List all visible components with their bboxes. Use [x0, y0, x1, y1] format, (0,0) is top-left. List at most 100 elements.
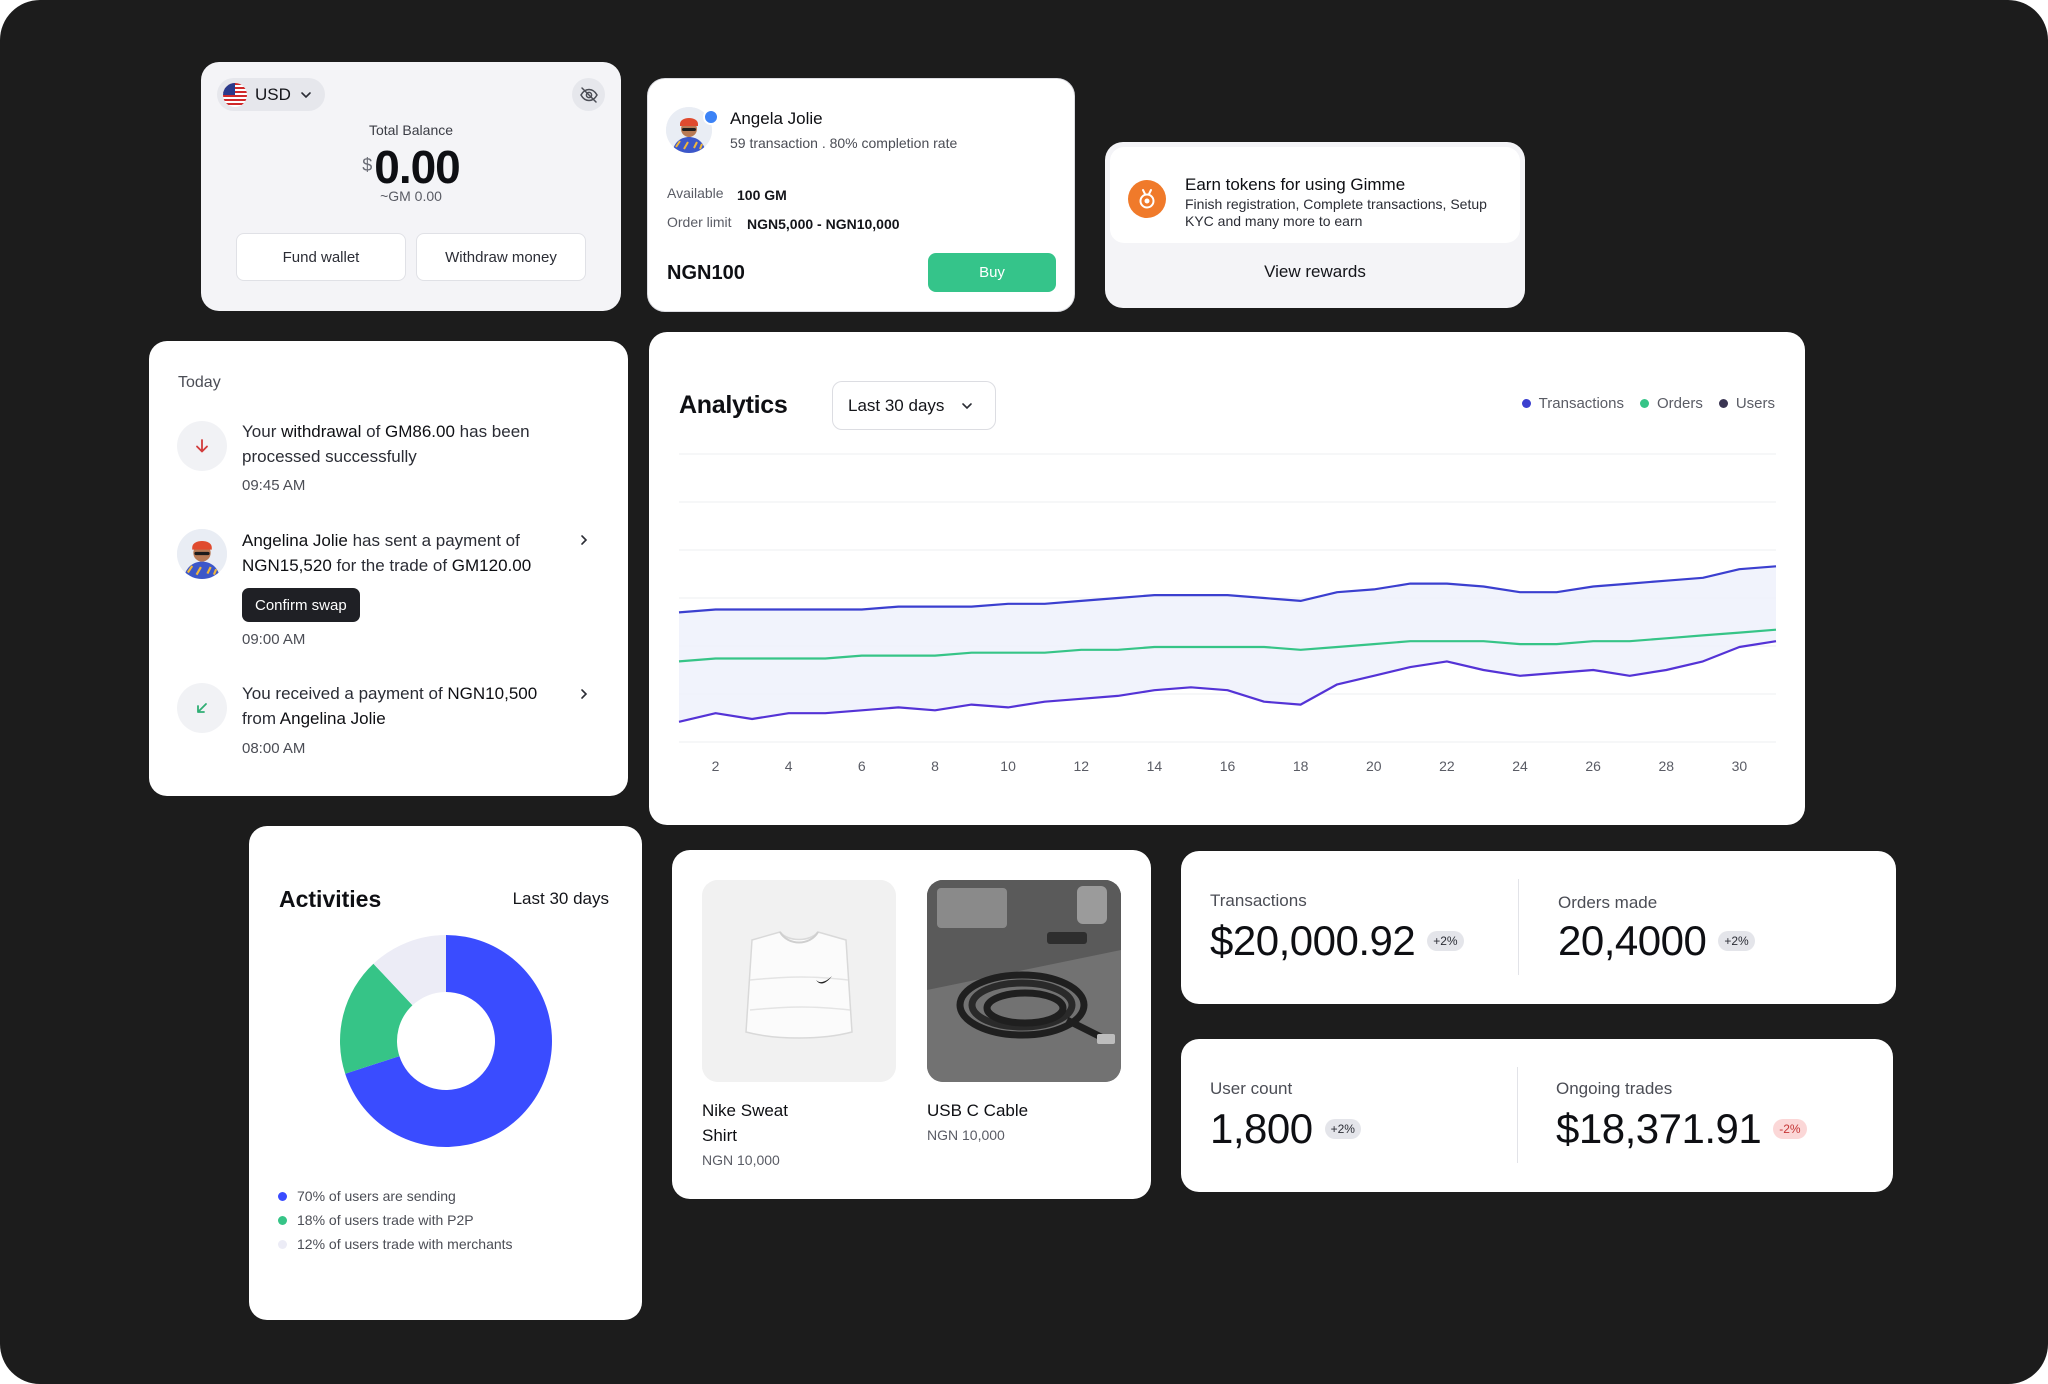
legend-label: 70% of users are sending — [297, 1188, 456, 1204]
analytics-line-chart: 2 4 6 8 10 12 14 16 18 20 22 24 26 28 30 — [678, 453, 1777, 774]
notification-time: 09:00 AM — [242, 631, 306, 648]
hide-balance-button[interactable] — [572, 78, 605, 111]
activities-title: Activities — [279, 886, 382, 912]
notification-text[interactable]: You received a payment of NGN10,500 from… — [242, 684, 538, 728]
legend-dot — [1718, 399, 1728, 408]
order-limit-value: NGN5,000 - NGN10,000 — [747, 216, 900, 232]
stat-value: $18,371.91 -2% — [1556, 1105, 1807, 1153]
legend-dot — [1521, 399, 1531, 408]
x-tick-label: 18 — [1293, 758, 1309, 774]
sender-avatar — [177, 529, 227, 579]
stats-card-transactions-orders: Transactions $20,000.92 +2% Orders made 2… — [1181, 851, 1896, 1004]
legend-item[interactable]: Orders — [1639, 395, 1703, 412]
medal-icon — [1128, 180, 1166, 218]
stat-label: User count — [1210, 1079, 1293, 1098]
activities-donut-chart — [340, 935, 552, 1147]
product-name[interactable]: USB C Cable — [927, 1101, 1029, 1120]
divider — [1517, 1067, 1518, 1163]
chevron-down-icon — [962, 402, 973, 409]
offer-price: NGN100 — [667, 262, 745, 284]
eye-off-icon — [579, 86, 598, 103]
x-tick-label: 6 — [858, 758, 866, 774]
rewards-title: Earn tokens for using Gimme — [1185, 175, 1406, 194]
confirm-swap-button[interactable]: Confirm swap — [242, 588, 360, 622]
balance-value: 0.00 — [374, 141, 461, 193]
available-label: Available — [667, 185, 724, 201]
rewards-card: Earn tokens for using Gimme Finish regis… — [1105, 142, 1525, 308]
chart-legend: Transactions Orders Users — [1521, 395, 1775, 412]
donut-slice — [340, 963, 413, 1074]
legend-item: 18% of users trade with P2P — [278, 1208, 513, 1232]
view-rewards-link[interactable]: View rewards — [1264, 262, 1366, 281]
legend-item: 12% of users trade with merchants — [278, 1232, 513, 1256]
date-range-select[interactable]: Last 30 days — [832, 381, 996, 430]
x-tick-label: 22 — [1439, 758, 1455, 774]
change-badge: +2% — [1718, 931, 1755, 951]
change-badge: +2% — [1324, 1119, 1361, 1139]
legend-dot — [278, 1239, 287, 1249]
wallet-card: USD Total Balance $ 0.00 ~GM 0.00 Fund w… — [201, 62, 621, 311]
chevron-right-icon[interactable] — [577, 533, 591, 547]
x-tick-label: 8 — [931, 758, 939, 774]
legend-dot — [278, 1215, 287, 1225]
us-flag-icon — [223, 82, 247, 107]
stat-label: Orders made — [1558, 893, 1658, 912]
x-tick-label: 28 — [1659, 758, 1675, 774]
divider — [1518, 879, 1519, 975]
notification-text[interactable]: Angelina Jolie has sent a payment of NGN… — [242, 531, 532, 575]
series-band-fill — [679, 566, 1776, 722]
verified-badge-icon — [703, 109, 719, 125]
x-tick-label: 30 — [1732, 758, 1748, 774]
series-line-transactions — [678, 565, 1777, 614]
change-badge: +2% — [1427, 931, 1464, 951]
x-tick-label: 2 — [712, 758, 720, 774]
fund-wallet-button[interactable]: Fund wallet — [236, 233, 406, 281]
donut-slice — [373, 935, 446, 1006]
legend-label: 12% of users trade with merchants — [297, 1236, 513, 1252]
seller-name[interactable]: Angela Jolie — [730, 109, 823, 128]
legend-item: 70% of users are sending — [278, 1184, 513, 1208]
stat-value: 1,800 +2% — [1210, 1105, 1361, 1153]
buy-button[interactable]: Buy — [928, 253, 1056, 292]
total-balance-label: Total Balance — [368, 122, 454, 138]
activities-range: Last 30 days — [512, 889, 609, 908]
legend-dot — [1639, 399, 1649, 408]
balance-gm-equivalent: ~GM 0.00 — [380, 188, 442, 204]
currency-selector[interactable]: USD — [217, 78, 325, 111]
legend-item[interactable]: Users — [1718, 395, 1775, 412]
analytics-card: 2 4 6 8 10 12 14 16 18 20 22 24 26 28 30 Analytics Las… — [649, 332, 1805, 825]
series-line-users — [678, 640, 1777, 723]
x-tick-label: 24 — [1512, 758, 1528, 774]
seller-stats: 59 transaction . 80% completion rate — [730, 135, 958, 151]
chevron-right-icon[interactable] — [577, 687, 591, 701]
activities-legend: 70% of users are sending 18% of users tr… — [278, 1184, 513, 1256]
withdraw-money-button[interactable]: Withdraw money — [416, 233, 586, 281]
x-tick-label: 14 — [1147, 758, 1163, 774]
notification-text[interactable]: Your withdrawal of GM86.00 has been proc… — [242, 422, 530, 466]
x-tick-label: 12 — [1073, 758, 1089, 774]
chevron-down-icon — [301, 91, 311, 98]
x-tick-label: 16 — [1220, 758, 1236, 774]
series-line-orders — [678, 628, 1777, 663]
currency-symbol: $ — [362, 155, 373, 175]
product-price: NGN 10,000 — [702, 1152, 780, 1168]
product-image-usb-cable[interactable] — [927, 880, 1121, 1082]
stat-label: Transactions — [1210, 891, 1307, 910]
product-image-sweatshirt[interactable] — [702, 880, 896, 1082]
product-price: NGN 10,000 — [927, 1127, 1005, 1143]
avatar — [666, 107, 712, 153]
available-value: 100 GM — [737, 187, 787, 203]
notification-time: 09:45 AM — [242, 477, 306, 494]
product-name[interactable]: Nike Sweat Shirt — [702, 1101, 788, 1145]
order-limit-label: Order limit — [667, 214, 732, 230]
x-tick-label: 26 — [1585, 758, 1601, 774]
x-tick-label: 20 — [1366, 758, 1382, 774]
change-badge: -2% — [1773, 1119, 1807, 1139]
notifications-card: Today Your withdrawal of GM86.00 has bee… — [149, 341, 628, 796]
received-icon — [177, 683, 227, 733]
legend-item[interactable]: Transactions — [1521, 395, 1624, 412]
legend-label: 18% of users trade with P2P — [297, 1212, 474, 1228]
withdrawal-icon — [177, 421, 227, 471]
donut-slice — [345, 935, 552, 1147]
date-range-label: Last 30 days — [848, 395, 945, 415]
